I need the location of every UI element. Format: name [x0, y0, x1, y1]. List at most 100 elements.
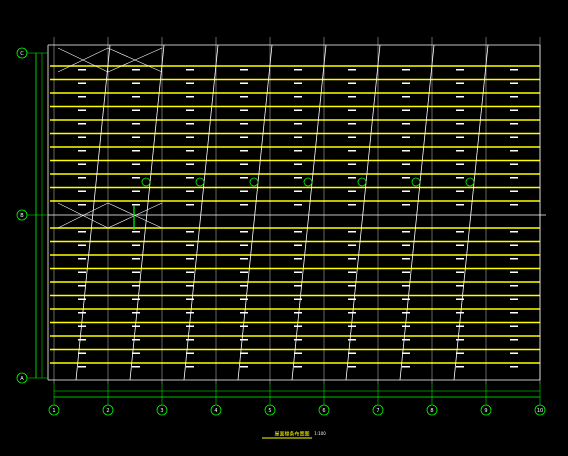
- purlin-tag: [294, 325, 302, 327]
- axis-label: A: [20, 376, 24, 382]
- purlin-tag: [78, 258, 86, 260]
- purlin-tag: [78, 244, 86, 246]
- purlin-tag: [510, 82, 518, 84]
- purlin-tag: [186, 271, 194, 273]
- purlin-tag: [78, 339, 86, 341]
- purlin-tag: [240, 312, 248, 314]
- purlin-tag: [456, 163, 464, 165]
- tie-rod-tag: [465, 177, 475, 187]
- purlin-tag: [132, 82, 140, 84]
- axis-label: 10: [537, 408, 543, 414]
- axis-label: 9: [484, 408, 487, 414]
- purlin-tag: [402, 82, 410, 84]
- purlin-tag: [132, 123, 140, 125]
- purlin-tag: [456, 339, 464, 341]
- purlin-tag: [510, 244, 518, 246]
- purlin-tag: [456, 82, 464, 84]
- purlin-tag: [186, 339, 194, 341]
- purlin-tag: [78, 177, 86, 179]
- purlin-tag: [132, 339, 140, 341]
- purlin-tag: [294, 204, 302, 206]
- purlin-tag: [240, 339, 248, 341]
- axis-bubble: [318, 404, 330, 416]
- purlin-tag: [348, 244, 356, 246]
- purlin-tag: [456, 96, 464, 98]
- purlin-tag: [78, 312, 86, 314]
- purlin-tag: [294, 298, 302, 300]
- purlin-tag: [348, 271, 356, 273]
- axis-label: 7: [376, 408, 379, 414]
- purlin-tag: [348, 69, 356, 71]
- purlin-tag: [510, 204, 518, 206]
- purlin-tag: [78, 204, 86, 206]
- purlin-tag: [78, 150, 86, 152]
- purlin-tag: [510, 258, 518, 260]
- axis-bubble: [480, 404, 492, 416]
- tie-rod: [291, 44, 327, 381]
- tie-rod-tag: [411, 177, 421, 187]
- purlin-tag: [132, 109, 140, 111]
- purlin-tag: [348, 204, 356, 206]
- purlin-tag: [402, 177, 410, 179]
- brace: [57, 202, 109, 229]
- axis-bubble: [48, 404, 60, 416]
- purlin-tag: [456, 69, 464, 71]
- purlin-tag: [240, 190, 248, 192]
- purlin-tag: [402, 150, 410, 152]
- purlin-tag: [510, 271, 518, 273]
- purlin-tag: [348, 285, 356, 287]
- tie-rod-tag: [249, 177, 259, 187]
- purlin-tag: [240, 325, 248, 327]
- purlin-tag: [510, 325, 518, 327]
- tie-rod-tag: [195, 177, 205, 187]
- purlin-tag: [402, 312, 410, 314]
- purlin-tag: [510, 285, 518, 287]
- purlin-tag: [186, 177, 194, 179]
- purlin-tag: [456, 366, 464, 368]
- purlin-tag: [294, 258, 302, 260]
- axis-bubble: [426, 404, 438, 416]
- purlin-tag: [348, 177, 356, 179]
- purlin-tag: [348, 298, 356, 300]
- purlin-tag: [456, 325, 464, 327]
- purlin-tag: [186, 123, 194, 125]
- axis-bubble: [16, 372, 28, 384]
- purlin-tag: [402, 231, 410, 233]
- purlin-tag: [402, 136, 410, 138]
- drawing-title: 屋面檩条布置图: [274, 431, 309, 438]
- purlin-tag: [78, 163, 86, 165]
- tie-rod: [183, 44, 219, 381]
- purlin-tag: [240, 177, 248, 179]
- purlin-tag: [348, 258, 356, 260]
- purlin-tag: [402, 190, 410, 192]
- purlin-tag: [78, 366, 86, 368]
- purlin-tag: [240, 163, 248, 165]
- purlin-tag: [132, 96, 140, 98]
- grid-layer: 1 2 3 4 5 6 7 8 9 10 A B C: [16, 47, 546, 416]
- purlin-tag: [186, 258, 194, 260]
- axis-bubble: [210, 404, 222, 416]
- axis-bubble: [102, 404, 114, 416]
- purlin-tag: [510, 298, 518, 300]
- purlin-tag: [240, 136, 248, 138]
- purlin-tag: [240, 352, 248, 354]
- purlin-tag: [132, 271, 140, 273]
- purlin-tag: [402, 109, 410, 111]
- purlin-tag: [78, 190, 86, 192]
- purlin-tag: [348, 109, 356, 111]
- axis-label: 6: [322, 408, 325, 414]
- purlin-tag: [186, 298, 194, 300]
- purlin-tag: [456, 177, 464, 179]
- purlin-tag: [456, 271, 464, 273]
- purlin-tag: [78, 298, 86, 300]
- purlin-tag: [456, 109, 464, 111]
- purlin-tag: [132, 325, 140, 327]
- purlin-tag: [456, 231, 464, 233]
- tie-rod-tag: [303, 177, 313, 187]
- purlin-tag: [294, 339, 302, 341]
- purlin-tag: [456, 244, 464, 246]
- purlin-tag: [294, 136, 302, 138]
- axis-label: B: [20, 213, 24, 219]
- purlin-tag: [510, 109, 518, 111]
- purlin-tag: [78, 271, 86, 273]
